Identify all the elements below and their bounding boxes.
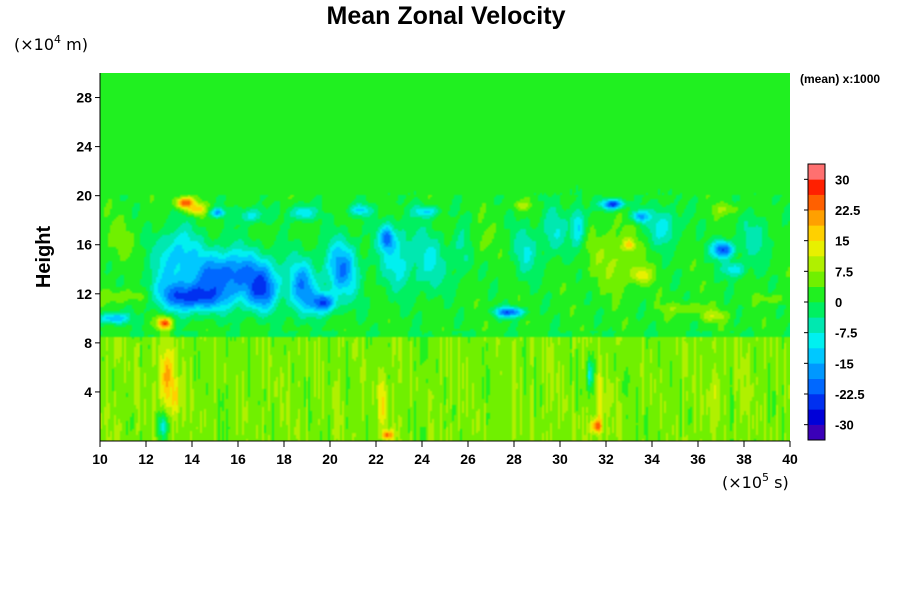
x-tick-label: 38 bbox=[736, 451, 752, 467]
y-tick-label: 4 bbox=[84, 384, 92, 400]
y-tick-label: 8 bbox=[84, 335, 92, 351]
colorbar-segment bbox=[808, 394, 825, 410]
x-tick-label: 10 bbox=[92, 451, 108, 467]
y-tick-label: 20 bbox=[76, 188, 92, 204]
colorbar-label: -30 bbox=[835, 418, 854, 433]
colorbar-segment bbox=[808, 179, 825, 195]
y-axis: 4 8 12 16 20 24 28 bbox=[76, 73, 101, 441]
colorbar-segment bbox=[808, 363, 825, 379]
y-tick-label: 12 bbox=[76, 286, 92, 302]
colorbar-note: (mean) x:1000 bbox=[800, 72, 880, 86]
colorbar-label: -22.5 bbox=[835, 387, 865, 402]
x-tick-label: 40 bbox=[782, 451, 798, 467]
colorbar-label: 15 bbox=[835, 234, 849, 249]
colorbar-segment bbox=[808, 348, 825, 364]
colorbar-segment bbox=[808, 302, 825, 318]
x-tick-label: 30 bbox=[552, 451, 568, 467]
colorbar-segment bbox=[808, 332, 825, 349]
colorbar-label: 0 bbox=[835, 295, 842, 310]
x-unit-label: (×105 s) bbox=[722, 471, 789, 492]
x-tick-label: 24 bbox=[414, 451, 430, 467]
colorbar-segment bbox=[808, 240, 825, 257]
heatmap-field bbox=[100, 73, 790, 441]
colorbar-label: -15 bbox=[835, 356, 854, 371]
colorbar-segment bbox=[808, 225, 825, 241]
colorbar-label: -7.5 bbox=[835, 326, 857, 341]
colorbar-segment bbox=[808, 409, 825, 425]
colorbar-segment bbox=[808, 210, 825, 226]
x-tick-label: 34 bbox=[644, 451, 660, 467]
colorbar-label: 30 bbox=[835, 172, 849, 187]
x-tick-label: 14 bbox=[184, 451, 200, 467]
x-axis: 10 12 14 16 18 20 22 24 26 28 30 32 34 36 38 40 bbox=[92, 440, 798, 467]
y-tick-label: 16 bbox=[76, 237, 92, 253]
colorbar-segment bbox=[808, 317, 825, 333]
colorbar bbox=[807, 163, 826, 441]
x-tick-label: 18 bbox=[276, 451, 292, 467]
x-tick-label: 16 bbox=[230, 451, 246, 467]
x-tick-label: 32 bbox=[598, 451, 614, 467]
colorbar-label: 7.5 bbox=[835, 264, 853, 279]
y-tick-label: 24 bbox=[76, 139, 92, 155]
colorbar-segment bbox=[808, 286, 825, 303]
x-tick-label: 12 bbox=[138, 451, 154, 467]
colorbar-segment bbox=[808, 164, 825, 180]
colorbar-segment bbox=[808, 378, 825, 395]
x-tick-label: 20 bbox=[322, 451, 338, 467]
y-tick-label: 28 bbox=[76, 90, 92, 106]
colorbar-label: 22.5 bbox=[835, 203, 860, 218]
x-tick-label: 28 bbox=[506, 451, 522, 467]
x-tick-label: 26 bbox=[460, 451, 476, 467]
colorbar-segment bbox=[808, 256, 825, 272]
y-axis-label: Height bbox=[33, 226, 55, 289]
colorbar-segment bbox=[808, 424, 825, 441]
plot-area bbox=[100, 73, 790, 441]
x-tick-label: 22 bbox=[368, 451, 384, 467]
colorbar-segment bbox=[808, 194, 825, 211]
colorbar-labels: 30 22.5 15 7.5 0 -7.5 -15 -22.5 -30 bbox=[804, 172, 865, 433]
chart-title: Mean Zonal Velocity bbox=[327, 2, 566, 30]
y-unit-label: (×104 m) bbox=[14, 33, 88, 54]
x-tick-label: 36 bbox=[690, 451, 706, 467]
colorbar-segment bbox=[808, 271, 825, 287]
